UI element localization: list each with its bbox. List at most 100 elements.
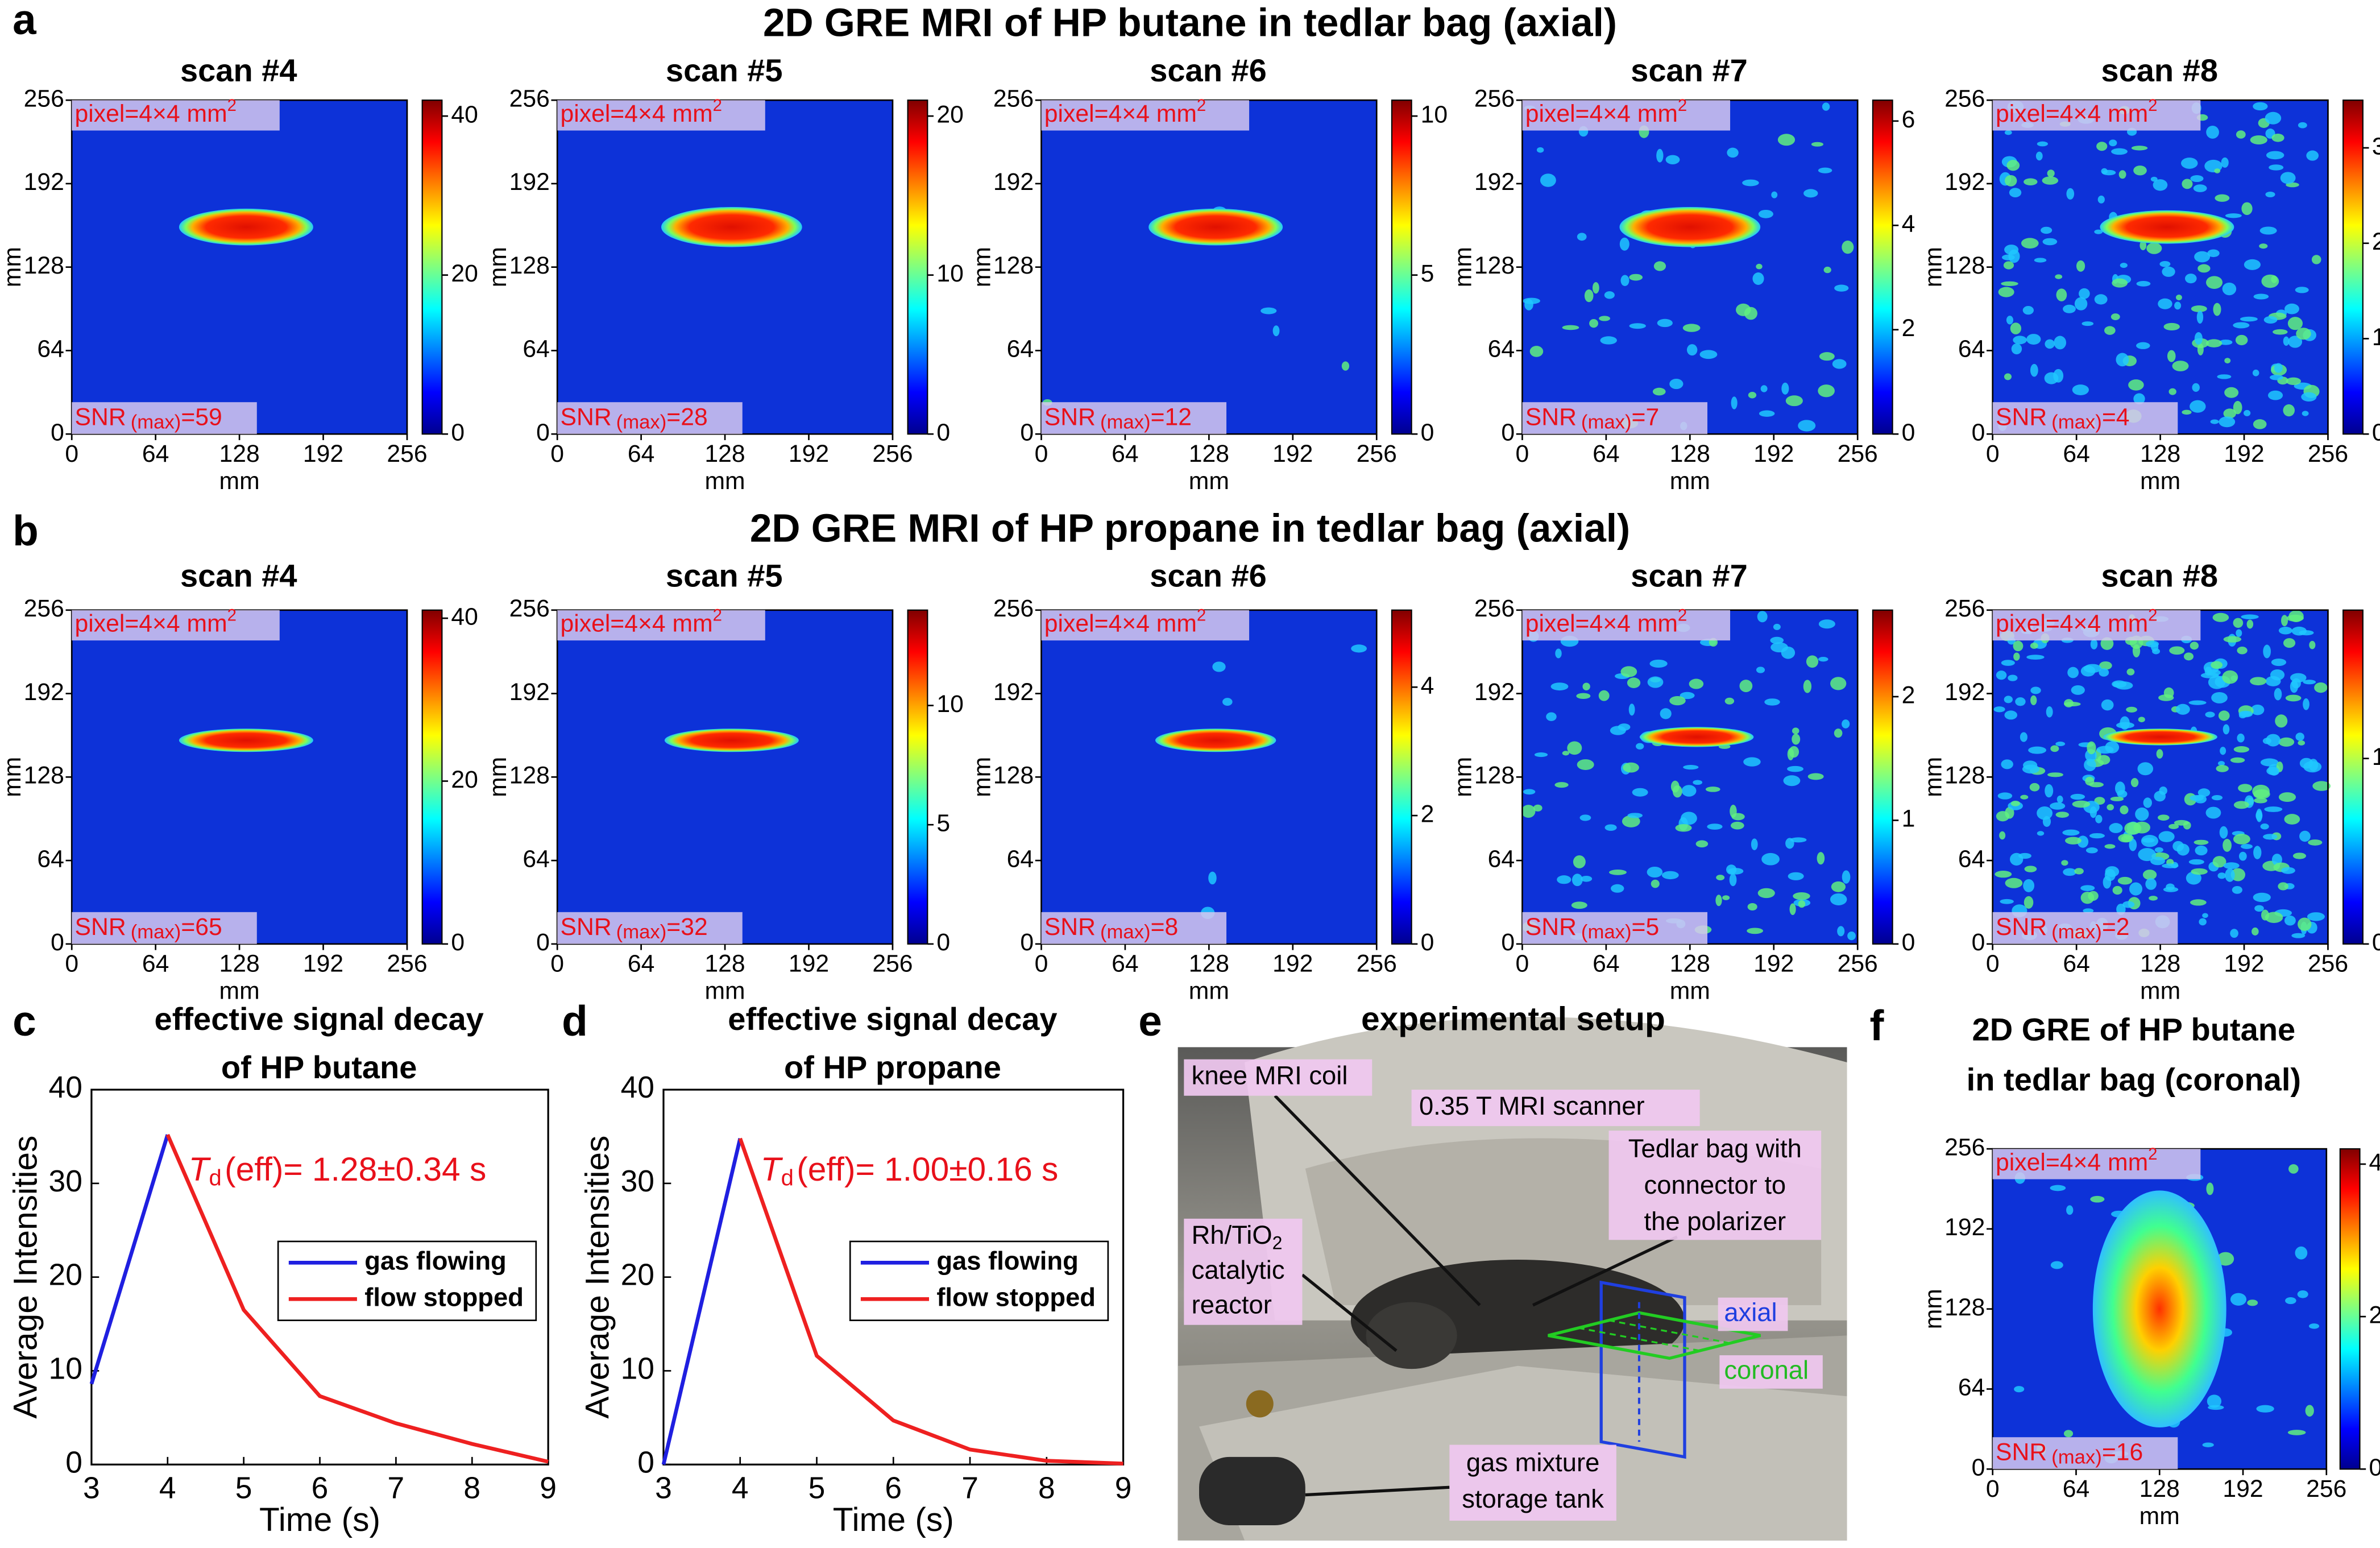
mri-noise [1705, 787, 1720, 792]
y-tick-label: 64 [1958, 1374, 1985, 1401]
setup-label: 0.35 T MRI scanner [1419, 1091, 1645, 1120]
x-tick-label: 128 [2140, 440, 2180, 467]
colorbar-tick-label: 2 [2372, 228, 2380, 255]
x-axis-label: mm [705, 978, 745, 1005]
mri-noise [2042, 238, 2058, 246]
x-tick-label: 6 [885, 1472, 902, 1505]
y-tick-label: 64 [1007, 845, 1034, 872]
mri-noise [1523, 297, 1540, 304]
setup-label: the polarizer [1644, 1207, 1786, 1236]
x-tick-label: 128 [1670, 950, 1710, 978]
y-axis-label: mm [1920, 247, 1947, 287]
y-tick-label: 128 [1944, 762, 1985, 789]
colorbar-tick-label: 40 [451, 101, 478, 128]
mri-noise [2236, 629, 2242, 638]
setup-label: coronal [1724, 1355, 1809, 1384]
label-box [1992, 1149, 2201, 1179]
mri-noise [2008, 674, 2018, 681]
mri-noise [2253, 102, 2268, 111]
snr-label-part: SNR [1525, 404, 1577, 431]
x-tick-label: 5 [235, 1472, 252, 1505]
panel-title: in tedlar bag (coronal) [1967, 1062, 2301, 1098]
mri-noise [1770, 636, 1784, 644]
snr-label-part: (max) [616, 412, 667, 433]
x-tick-label: 256 [387, 440, 427, 467]
annotation-part: T [761, 1151, 783, 1188]
mri-noise [1534, 752, 1548, 758]
chart-title: effective signal decay [155, 1001, 484, 1037]
snr-label-part: (max) [131, 412, 181, 433]
mri-image [557, 610, 893, 944]
mri-noise [2115, 681, 2133, 690]
mri-noise [2136, 342, 2150, 349]
x-tick-label: 7 [388, 1472, 405, 1505]
mri-noise [2306, 150, 2319, 161]
snr-label-part: SNR [1996, 404, 2047, 431]
mri-noise [1752, 272, 1764, 285]
mri-noise [2050, 1185, 2066, 1191]
mri-noise [2271, 854, 2282, 866]
setup-label: storage tank [1462, 1484, 1604, 1513]
mri-noise [2308, 839, 2323, 846]
y-axis-label: Average Intensities [579, 1136, 616, 1419]
label-box [1522, 100, 1731, 131]
mri-noise [2288, 610, 2304, 622]
mri-noise [2001, 759, 2013, 769]
mri-noise [1529, 346, 1544, 357]
pixel-label-part: pixel=4×4 mm [75, 100, 227, 127]
mri-noise [1761, 852, 1780, 866]
mri-noise [2266, 734, 2281, 747]
x-tick-label: 0 [550, 950, 564, 978]
pixel-label-part: 2 [2148, 606, 2157, 624]
setup-label: Tedlar bag with [1628, 1134, 1802, 1163]
mri-noise [2195, 845, 2208, 856]
mri-noise [2121, 835, 2133, 842]
mri-noise [2169, 646, 2185, 655]
mri-noise [2056, 795, 2063, 804]
pixel-label-part: 2 [2148, 96, 2157, 115]
mri-noise [2285, 1297, 2296, 1305]
mri-noise [2311, 255, 2321, 264]
mri-noise [2047, 772, 2063, 777]
mri-noise [1600, 336, 1617, 345]
mri-noise [2253, 846, 2262, 859]
mri-noise [2153, 179, 2168, 191]
x-tick-label: 192 [303, 440, 343, 467]
mri-noise [1686, 344, 1698, 356]
mri-noise [1792, 727, 1799, 734]
mri-noise [2104, 844, 2116, 849]
y-tick-label: 128 [1474, 762, 1515, 789]
mri-noise [2192, 383, 2200, 392]
mri-noise [2145, 878, 2157, 890]
y-tick-label: 64 [37, 336, 64, 363]
mri-noise [2263, 644, 2271, 659]
snr-label: SNR (max)=12 [1044, 404, 1192, 433]
mri-noise [1742, 179, 1759, 187]
y-tick-label: 64 [523, 336, 549, 363]
mri-noise [2206, 1182, 2214, 1195]
y-tick-label: 0 [536, 419, 550, 446]
setup-label: knee MRI coil [1192, 1061, 1348, 1090]
annotation-part: (eff)= 1.00±0.16 s [797, 1151, 1058, 1188]
x-tick-label: 64 [142, 440, 169, 467]
mri-noise [2035, 151, 2043, 161]
mri-noise [2219, 826, 2228, 839]
x-tick-label: 64 [628, 440, 654, 467]
label-box [1522, 912, 1708, 944]
mri-noise [1540, 173, 1556, 187]
x-tick-label: 256 [872, 950, 913, 978]
mri-noise [2283, 336, 2290, 346]
pixel-label-part: 2 [713, 606, 722, 624]
mri-noise [2024, 896, 2034, 909]
colorbar-tick-label: 20 [451, 766, 478, 793]
mri-noise [2225, 868, 2235, 882]
mri-noise [1555, 648, 1562, 659]
y-tick-label: 0 [637, 1446, 654, 1479]
pixel-label-part: pixel=4×4 mm [75, 610, 227, 638]
y-axis-label: mm [1920, 1289, 1947, 1329]
mri-noise [2236, 130, 2246, 139]
x-tick-label: 3 [83, 1472, 100, 1505]
x-tick-label: 256 [872, 440, 913, 467]
mri-noise [1730, 821, 1744, 830]
mri-signal [179, 729, 313, 752]
